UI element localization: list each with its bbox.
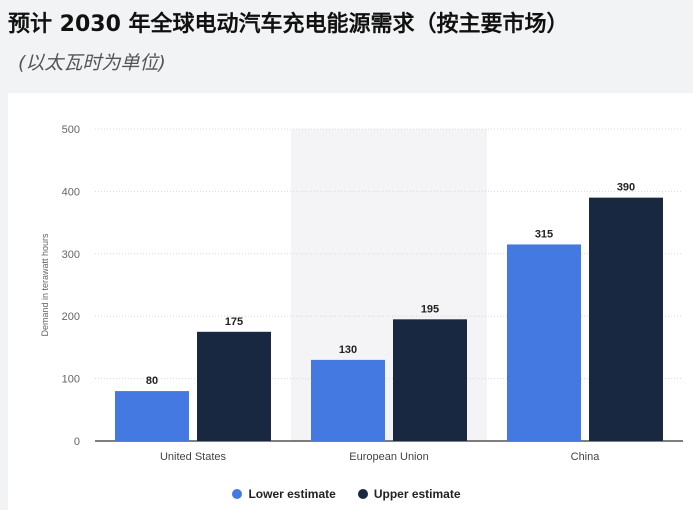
y-tick-label: 400 xyxy=(62,186,80,198)
data-label: 195 xyxy=(421,303,439,315)
data-label: 315 xyxy=(535,228,553,240)
chart-legend: Lower estimate Upper estimate xyxy=(0,487,693,501)
legend-label-lower: Lower estimate xyxy=(248,487,336,501)
bar[interactable] xyxy=(507,244,581,441)
x-tick-label: China xyxy=(571,451,601,463)
y-tick-label: 500 xyxy=(62,124,80,136)
data-label: 390 xyxy=(617,182,635,194)
legend-label-upper: Upper estimate xyxy=(373,487,461,501)
legend-marker-upper xyxy=(357,489,368,499)
page-title: 预计 2030 年全球电动汽车充电能源需求（按主要市场） xyxy=(8,12,569,37)
page-subtitle: (以太瓦时为单位) xyxy=(18,52,166,74)
x-tick-label: European Union xyxy=(349,451,429,463)
data-label: 130 xyxy=(339,344,357,356)
bar[interactable] xyxy=(115,391,189,441)
bar[interactable] xyxy=(589,197,663,441)
y-tick-label: 100 xyxy=(62,374,80,386)
bar[interactable] xyxy=(197,331,271,441)
x-tick-label: United States xyxy=(160,451,227,463)
y-tick-label: 200 xyxy=(62,311,80,323)
legend-item-upper[interactable]: Upper estimate xyxy=(357,487,461,501)
legend-marker-lower xyxy=(232,489,243,499)
legend-item-lower[interactable]: Lower estimate xyxy=(232,487,336,501)
data-label: 80 xyxy=(146,375,158,387)
data-label: 175 xyxy=(225,316,243,328)
y-tick-label: 300 xyxy=(62,249,80,261)
y-tick-label: 0 xyxy=(74,436,80,448)
bar[interactable] xyxy=(311,359,385,441)
y-axis-label: Demand in terawatt hours xyxy=(40,233,50,337)
bar[interactable] xyxy=(393,319,467,441)
